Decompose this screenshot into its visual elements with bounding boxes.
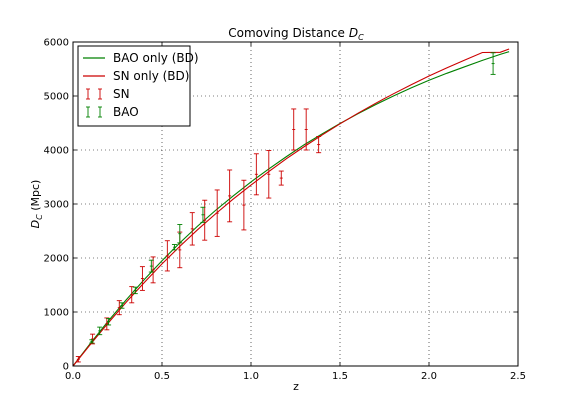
sn-data-point [214, 189, 220, 237]
plot-frame [72, 41, 519, 367]
y-tick-label: 6000 [44, 38, 69, 49]
plot-area [72, 48, 510, 367]
chart-legend: BAO only (BD) SN only (BD) SN BAO [77, 45, 199, 127]
sn-data-point [104, 317, 110, 331]
y-tick-label: 4000 [44, 146, 69, 157]
sn-data-point [241, 179, 247, 231]
legend-label: SN only (BD) [113, 69, 189, 83]
legend-entry-bao: BAO [86, 105, 139, 119]
bao-data-point [119, 302, 125, 309]
chart-title-text: Comoving Distance [228, 26, 345, 40]
legend-entries: BAO only (BD) SN only (BD) SN BAO [83, 51, 199, 119]
y-tick-label: 3000 [44, 200, 69, 211]
series-line-sn-only-bd [72, 48, 510, 367]
sn-data-point [278, 170, 284, 186]
sn-data-point [266, 150, 272, 199]
series-line-bao-only-bd [72, 51, 510, 367]
bao-data-point [89, 339, 95, 344]
bao-data-point [132, 286, 138, 295]
bao-data-point [171, 244, 177, 251]
chart-title-symbol: D [349, 26, 358, 40]
sn-data-point [116, 300, 122, 316]
y-tick-label: 5000 [44, 92, 69, 103]
sn-data-point [150, 256, 156, 284]
legend-entry-bao-only-bd: BAO only (BD) [83, 51, 199, 65]
y-tick-label: 0 [63, 362, 69, 373]
x-tick-label: 1.0 [243, 371, 259, 382]
bao-data-point [148, 259, 154, 273]
sn-data-point [189, 212, 195, 246]
y-axis-label-subscript: C [35, 214, 44, 220]
bao-data-point [490, 52, 496, 75]
y-axis-label-units: (Mpc) [29, 180, 42, 215]
y-axis-label-symbol: D [29, 220, 42, 228]
legend-label: BAO [113, 105, 139, 119]
sn-data-point [75, 356, 81, 363]
chart-title-subscript: C [358, 33, 364, 42]
y-tick-label: 2000 [44, 254, 69, 265]
legend-entry-sn-only-bd: SN only (BD) [83, 69, 189, 83]
x-tick-label: 1.5 [332, 371, 348, 382]
bao-data-point [106, 318, 112, 326]
sn-data-point [291, 108, 297, 151]
sn-data-point [253, 153, 259, 196]
legend-box [77, 45, 191, 127]
x-tick-label: 0.5 [154, 371, 170, 382]
sn-data-point [139, 266, 145, 291]
bao-data-point [177, 224, 183, 244]
sn-data-point [303, 108, 309, 151]
x-tick-label: 0.0 [65, 371, 81, 382]
legend-label: BAO only (BD) [113, 51, 199, 65]
x-tick-label: 2.5 [510, 371, 526, 382]
x-axis-label: z [293, 380, 299, 393]
y-tick-label: 1000 [44, 308, 69, 319]
bao-data-point [200, 206, 206, 223]
legend-entry-sn: SN [86, 87, 130, 101]
sn-data-point [90, 333, 96, 345]
x-tick-label: 2.0 [421, 371, 437, 382]
bao-data-point [97, 326, 103, 336]
sn-data-point [129, 286, 135, 304]
y-axis-label: DC (Mpc) [29, 180, 44, 229]
sn-data-point [227, 169, 233, 223]
sn-data-point [316, 136, 322, 154]
legend-label: SN [113, 87, 130, 101]
chart-title: Comoving Distance DC [228, 26, 364, 42]
sn-data-point [164, 240, 170, 272]
